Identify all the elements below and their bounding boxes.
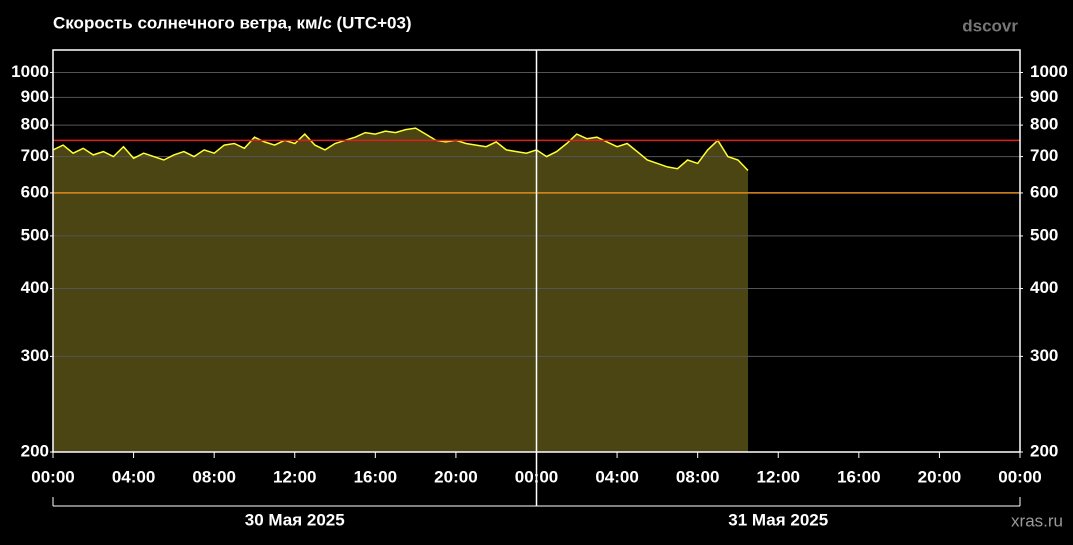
y2-tick-label: 300 bbox=[1030, 346, 1058, 365]
credit: xras.ru bbox=[1011, 511, 1063, 530]
y-tick-label: 800 bbox=[21, 115, 49, 134]
x-tick-label: 16:00 bbox=[354, 467, 397, 486]
y2-tick-label: 400 bbox=[1030, 278, 1058, 297]
x-tick-label: 00:00 bbox=[31, 467, 74, 486]
y-tick-label: 200 bbox=[21, 441, 49, 460]
y-tick-label: 500 bbox=[21, 225, 49, 244]
date-label: 31 Мая 2025 bbox=[728, 510, 828, 529]
area bbox=[53, 128, 749, 452]
x-tick-label: 08:00 bbox=[192, 467, 235, 486]
y-tick-label: 700 bbox=[21, 146, 49, 165]
y2-tick-label: 800 bbox=[1030, 115, 1058, 134]
x-tick-label: 12:00 bbox=[273, 467, 316, 486]
source: dscovr bbox=[962, 16, 1018, 35]
y2-tick-label: 500 bbox=[1030, 225, 1058, 244]
chart-title: Скорость солнечного ветра, км/с (UTC+03) bbox=[53, 13, 412, 32]
x-tick-label: 16:00 bbox=[837, 467, 880, 486]
y-tick-label: 1000 bbox=[11, 62, 49, 81]
x-tick-label: 04:00 bbox=[595, 467, 638, 486]
x-tick-label: 04:00 bbox=[112, 467, 155, 486]
y-tick-label: 400 bbox=[21, 278, 49, 297]
y2-tick-label: 700 bbox=[1030, 146, 1058, 165]
y-tick-label: 600 bbox=[21, 182, 49, 201]
x-tick-label: 20:00 bbox=[918, 467, 961, 486]
x-tick-label: 08:00 bbox=[676, 467, 719, 486]
y2-tick-label: 1000 bbox=[1030, 62, 1068, 81]
y-tick-label: 900 bbox=[21, 87, 49, 106]
x-tick-label: 20:00 bbox=[434, 467, 477, 486]
x-tick-label: 12:00 bbox=[757, 467, 800, 486]
x-tick-label: 00:00 bbox=[998, 467, 1041, 486]
y2-tick-label: 200 bbox=[1030, 441, 1058, 460]
y-tick-label: 300 bbox=[21, 346, 49, 365]
line bbox=[52, 127, 749, 172]
plot-frame bbox=[52, 49, 1021, 453]
y2-tick-label: 600 bbox=[1030, 182, 1058, 201]
date-label: 30 Мая 2025 bbox=[245, 510, 345, 529]
y2-tick-label: 900 bbox=[1030, 87, 1058, 106]
